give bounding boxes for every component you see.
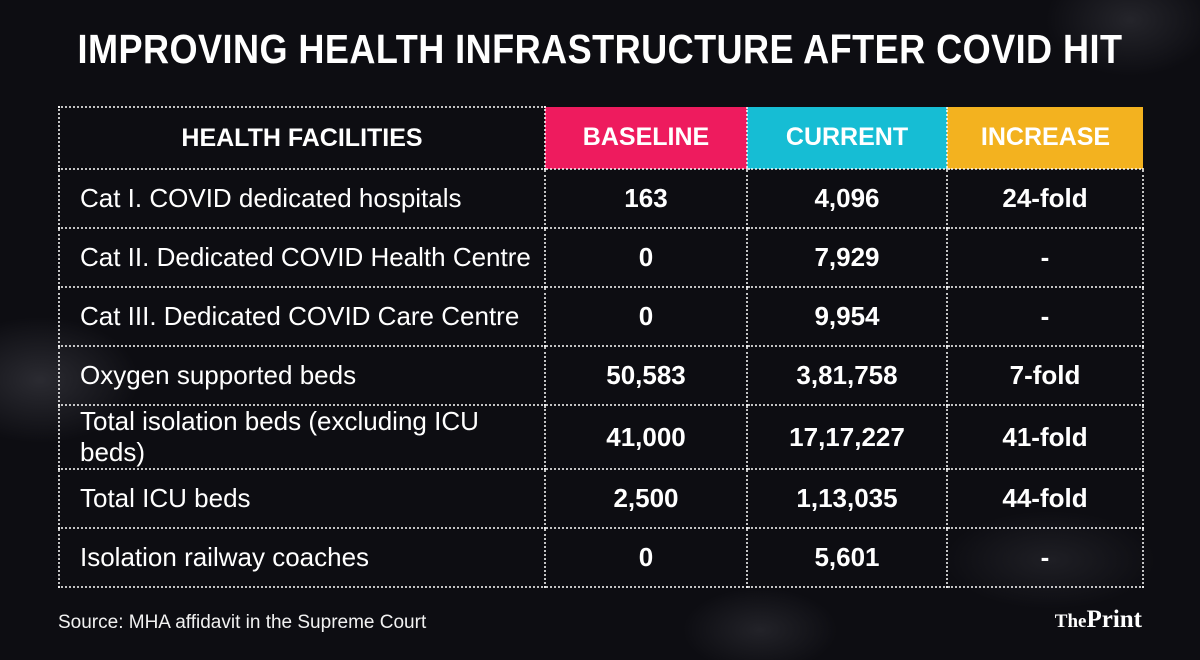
cell-increase: 44-fold <box>946 468 1144 529</box>
column-header-baseline: BASELINE <box>544 107 747 170</box>
table-row: Cat III. Dedicated COVID Care Centre 0 9… <box>58 286 1144 347</box>
cell-increase: - <box>946 527 1144 588</box>
table-row: Total isolation beds (excluding ICU beds… <box>58 404 1144 470</box>
cell-current: 17,17,227 <box>746 404 948 470</box>
cell-facility: Total ICU beds <box>58 468 546 529</box>
cell-facility: Isolation railway coaches <box>58 527 546 588</box>
cell-baseline: 41,000 <box>544 404 748 470</box>
table-row: Isolation railway coaches 0 5,601 - <box>58 527 1144 588</box>
logo-name: Print <box>1086 606 1142 633</box>
cell-current: 7,929 <box>746 227 948 288</box>
cell-current: 4,096 <box>746 168 948 229</box>
cell-facility: Cat III. Dedicated COVID Care Centre <box>58 286 546 347</box>
cell-current: 5,601 <box>746 527 948 588</box>
cell-current: 3,81,758 <box>746 345 948 406</box>
column-header-increase: INCREASE <box>946 107 1143 170</box>
table-row: Oxygen supported beds 50,583 3,81,758 7-… <box>58 345 1144 406</box>
cell-increase: - <box>946 227 1144 288</box>
table-row: Cat II. Dedicated COVID Health Centre 0 … <box>58 227 1144 288</box>
cell-facility: Total isolation beds (excluding ICU beds… <box>58 404 546 470</box>
cell-facility: Cat I. COVID dedicated hospitals <box>58 168 546 229</box>
source-note: Source: MHA affidavit in the Supreme Cou… <box>58 612 427 633</box>
cell-facility: Cat II. Dedicated COVID Health Centre <box>58 227 546 288</box>
cell-baseline: 2,500 <box>544 468 748 529</box>
theprint-logo: ThePrint <box>1055 606 1142 634</box>
logo-prefix: The <box>1054 611 1087 632</box>
cell-increase: 7-fold <box>946 345 1144 406</box>
cell-baseline: 0 <box>544 286 748 347</box>
cell-baseline: 0 <box>544 527 748 588</box>
cell-baseline: 163 <box>544 168 748 229</box>
cell-current: 9,954 <box>746 286 948 347</box>
cell-increase: 41-fold <box>946 404 1144 470</box>
cell-baseline: 0 <box>544 227 748 288</box>
cell-increase: 24-fold <box>946 168 1144 229</box>
chart-title: IMPROVING HEALTH INFRASTRUCTURE AFTER CO… <box>77 26 1123 72</box>
cell-current: 1,13,035 <box>746 468 948 529</box>
table-row: Total ICU beds 2,500 1,13,035 44-fold <box>58 468 1144 529</box>
table-row: Cat I. COVID dedicated hospitals 163 4,0… <box>58 168 1144 229</box>
cell-baseline: 50,583 <box>544 345 748 406</box>
cell-increase: - <box>946 286 1144 347</box>
column-header-health-facilities: HEALTH FACILITIES <box>58 106 546 170</box>
cell-facility: Oxygen supported beds <box>58 345 546 406</box>
column-header-current: CURRENT <box>746 107 947 170</box>
data-table: HEALTH FACILITIES BASELINE CURRENT INCRE… <box>58 106 1144 588</box>
table-header-row: HEALTH FACILITIES BASELINE CURRENT INCRE… <box>58 106 1143 170</box>
